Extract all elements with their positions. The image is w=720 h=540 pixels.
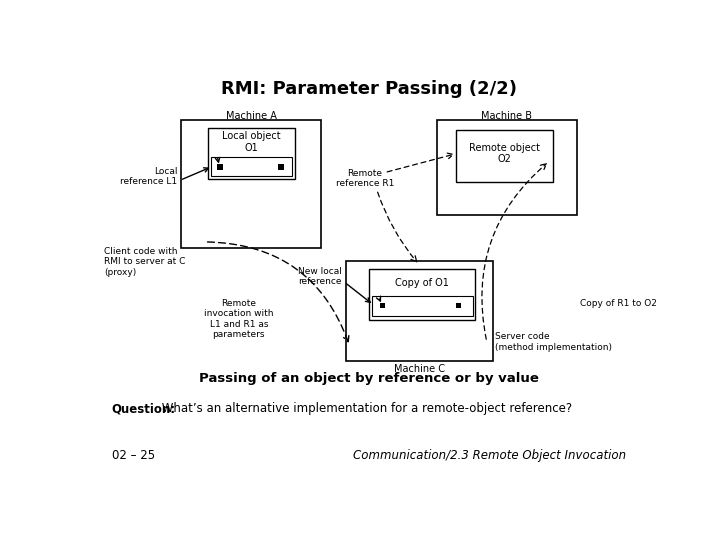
- Bar: [217, 164, 222, 170]
- Text: Communication/2.3 Remote Object Invocation: Communication/2.3 Remote Object Invocati…: [354, 449, 626, 462]
- Bar: [279, 164, 284, 170]
- Bar: [372, 296, 473, 316]
- Text: Machine C: Machine C: [394, 364, 445, 374]
- Text: Copy of R1 to O2: Copy of R1 to O2: [580, 299, 657, 308]
- Text: Local object
O1: Local object O1: [222, 131, 281, 153]
- Text: Machine B: Machine B: [482, 111, 533, 120]
- Text: Remote
reference R1: Remote reference R1: [336, 169, 395, 188]
- Bar: [346, 261, 493, 361]
- Text: Remote
invocation with
L1 and R1 as
parameters: Remote invocation with L1 and R1 as para…: [204, 299, 274, 339]
- Text: RMI: Parameter Passing (2/2): RMI: Parameter Passing (2/2): [221, 80, 517, 98]
- Bar: [208, 128, 295, 179]
- Bar: [437, 120, 577, 215]
- Text: Local
reference L1: Local reference L1: [120, 167, 178, 186]
- Text: Server code
(method implementation): Server code (method implementation): [495, 332, 611, 352]
- Bar: [211, 157, 292, 176]
- Bar: [369, 269, 475, 320]
- Text: Remote object
O2: Remote object O2: [469, 143, 540, 164]
- Bar: [456, 303, 462, 308]
- Text: Machine A: Machine A: [226, 111, 276, 120]
- Bar: [380, 303, 385, 308]
- Bar: [456, 130, 554, 182]
- Text: Client code with
RMI to server at C
(proxy): Client code with RMI to server at C (pro…: [104, 247, 185, 277]
- Text: Question:: Question:: [112, 402, 176, 415]
- Text: New local
reference: New local reference: [298, 267, 342, 286]
- Text: What’s an alternative implementation for a remote-object reference?: What’s an alternative implementation for…: [158, 402, 572, 415]
- Text: Passing of an object by reference or by value: Passing of an object by reference or by …: [199, 373, 539, 386]
- Bar: [181, 120, 321, 248]
- Text: Copy of O1: Copy of O1: [395, 278, 449, 288]
- Text: 02 – 25: 02 – 25: [112, 449, 155, 462]
